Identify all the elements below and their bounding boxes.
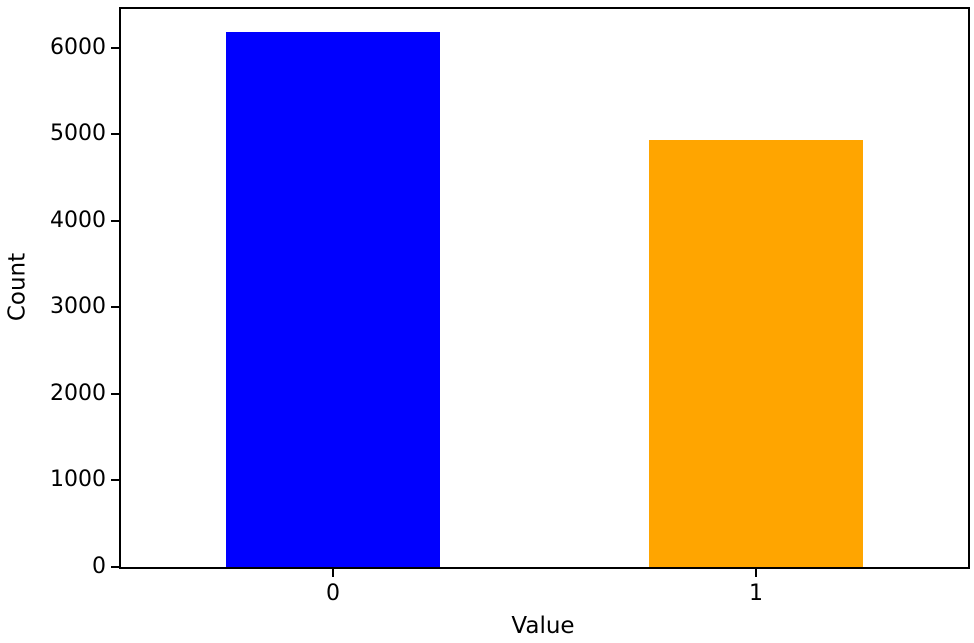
x-tick-mark (332, 569, 334, 577)
plot-area: 0 1000 2000 3000 4000 5000 6000 0 1 (50, 7, 970, 605)
y-axis-label: Count (4, 252, 31, 322)
y-tick-mark (111, 219, 119, 222)
x-tick-label: 0 (326, 581, 340, 606)
x-tick-mark (755, 569, 757, 577)
bar-1 (649, 140, 863, 567)
y-tick-label: 2000 (50, 380, 106, 406)
x-axis-label: Value (511, 613, 575, 639)
bar-0 (226, 32, 440, 567)
y-tick-mark (111, 479, 119, 482)
y-tick-mark (111, 133, 119, 136)
y-tick-label: 1000 (50, 467, 106, 493)
y-tick-label: 4000 (50, 207, 106, 233)
y-tick-label: 3000 (50, 294, 106, 320)
y-tick-mark (111, 306, 119, 309)
y-tick-mark (111, 392, 119, 395)
y-tick-label: 6000 (50, 34, 106, 60)
y-tick-mark (111, 566, 119, 568)
y-tick-label: 5000 (50, 121, 106, 147)
y-tick-mark (111, 46, 119, 49)
y-tick-label: 0 (92, 554, 106, 579)
x-tick-label: 1 (749, 581, 763, 606)
